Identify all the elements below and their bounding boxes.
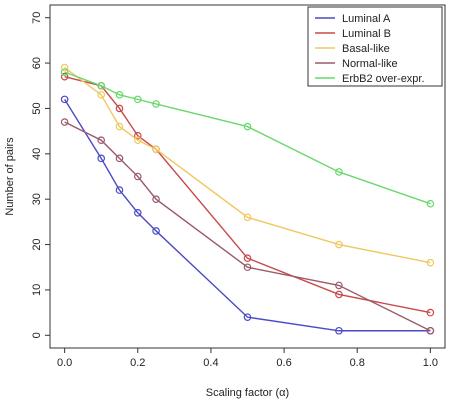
legend-item: ErbB2 over-expr.	[315, 73, 425, 85]
series-2	[60, 72, 435, 317]
data-point	[426, 258, 435, 267]
data-point	[243, 213, 252, 222]
x-tick-label: 0.4	[203, 357, 218, 369]
data-point	[426, 199, 435, 208]
data-point	[243, 313, 252, 321]
x-tick-label: 1.0	[423, 357, 438, 369]
data-point	[60, 95, 69, 104]
series-line	[64, 76, 431, 314]
x-tick-label: 0.6	[276, 357, 291, 369]
series-5	[60, 68, 435, 208]
plot-frame-group	[49, 4, 446, 349]
data-point	[152, 227, 160, 235]
y-tick-label: 20	[31, 238, 43, 250]
legend-label: Normal-like	[342, 58, 398, 70]
data-point	[115, 104, 124, 113]
data-point	[97, 154, 106, 163]
data-point	[97, 81, 106, 90]
data-point	[152, 145, 160, 154]
data-point	[133, 208, 142, 217]
data-point	[97, 91, 106, 99]
legend-box	[307, 6, 443, 87]
y-tick-label: 70	[31, 12, 43, 24]
data-point	[133, 95, 142, 104]
data-point	[115, 91, 124, 99]
series-4	[60, 118, 435, 335]
data-point	[60, 72, 69, 81]
legend-item: Luminal A	[315, 13, 391, 25]
y-tick-label: 0	[31, 332, 43, 338]
data-point	[133, 136, 142, 145]
axes-group: 0.0 0.2 0.4 0.6 0.8 1.0 0 10 20 30 40 50 60 70	[31, 12, 438, 369]
data-point	[97, 136, 106, 145]
data-point	[335, 168, 343, 176]
data-point	[243, 263, 252, 272]
legend-item: Luminal B	[315, 28, 391, 40]
legend-label: Basal-like	[342, 43, 390, 55]
data-point	[115, 186, 124, 194]
y-tick-label: 40	[31, 148, 43, 160]
legend-item: Normal-like	[315, 58, 398, 70]
data-point	[335, 240, 343, 249]
series-line	[64, 99, 431, 332]
data-point	[243, 254, 252, 262]
y-tick-label: 10	[31, 284, 43, 296]
x-tick-label: 0.2	[130, 357, 145, 369]
data-point	[133, 131, 142, 140]
data-point	[60, 118, 69, 126]
data-point	[152, 195, 160, 203]
data-point	[115, 122, 124, 131]
data-point	[335, 290, 343, 299]
y-tick-label: 60	[31, 57, 43, 69]
series-line	[64, 121, 431, 332]
y-tick-label: 50	[31, 102, 43, 114]
data-point	[152, 100, 160, 108]
legend-item: Basal-like	[315, 43, 390, 55]
legend-label: ErbB2 over-expr.	[342, 73, 425, 85]
y-axis-label: Number of pairs	[4, 137, 16, 216]
x-axis-label: Scaling factor (α)	[206, 387, 289, 399]
data-point	[426, 308, 435, 317]
data-point	[335, 326, 343, 335]
legend-label: Luminal A	[342, 13, 391, 25]
x-tick-label: 0.0	[57, 357, 72, 369]
series-1	[60, 95, 435, 335]
data-point	[60, 63, 69, 72]
plot-frame	[49, 4, 446, 349]
series-group	[60, 63, 435, 335]
data-point	[426, 326, 435, 335]
series-line	[64, 67, 431, 264]
data-point	[133, 172, 142, 181]
data-point	[60, 68, 69, 76]
y-tick-label: 30	[31, 193, 43, 205]
data-point	[243, 122, 252, 131]
data-point	[115, 154, 124, 163]
series-3	[60, 63, 435, 267]
data-point	[335, 281, 343, 290]
legend: Luminal A Luminal B Basal-like Normal-like E…	[307, 6, 443, 87]
x-tick-label: 0.8	[350, 357, 365, 369]
legend-label: Luminal B	[342, 28, 391, 40]
